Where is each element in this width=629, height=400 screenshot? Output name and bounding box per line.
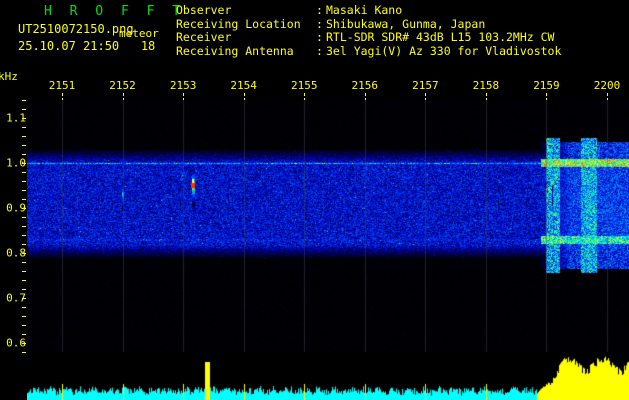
- metadata-row: Observer : Masaki Kano: [176, 3, 561, 18]
- y-tick-mark: [22, 352, 26, 353]
- x-tick-label: 2154: [230, 79, 257, 92]
- x-tick-mark: [243, 98, 245, 101]
- x-tick-mark: [485, 98, 487, 101]
- y-tick-mark: [22, 199, 26, 200]
- y-axis-tick-labels: 1.1 1.0 0.9 0.8 0.7 0.6: [0, 0, 28, 400]
- metadata-row: Receiving Location : Shibukawa, Gunma, J…: [176, 16, 561, 32]
- y-tick-mark: [22, 190, 26, 191]
- event-type-label: meteor: [119, 27, 159, 40]
- x-axis-tick-marks: [0, 93, 629, 103]
- app-title: H R O F F T: [44, 4, 186, 19]
- x-tick-label: 2157: [412, 79, 439, 92]
- y-tick-mark: [22, 100, 26, 101]
- capture-filename: UT2510072150.png: [18, 22, 134, 36]
- metadata-key: Observer: [176, 3, 232, 17]
- x-tick-mark: [62, 93, 63, 96]
- spectrogram-canvas[interactable]: [27, 100, 629, 352]
- x-tick-mark: [425, 98, 427, 101]
- metadata-value: 3el Yagi(V) Az 330 for Vladivostok: [326, 43, 562, 58]
- y-tick-label: 0.9: [6, 201, 26, 215]
- capture-datetime: 25.10.07 21:50 18: [18, 39, 156, 53]
- x-tick-label: 2158: [472, 79, 500, 92]
- y-axis-unit-label: kHz: [0, 70, 18, 83]
- y-tick-mark: [22, 343, 26, 344]
- station-metadata: Observer : Masaki Kano Receiving Locatio…: [176, 3, 562, 59]
- x-tick-mark: [425, 93, 427, 96]
- x-tick-mark: [122, 98, 124, 101]
- x-tick-label: 2153: [169, 79, 197, 92]
- metadata-key: Receiving Location: [176, 16, 301, 31]
- metadata-colon: :: [316, 3, 323, 17]
- y-axis-tick-marks: [22, 0, 30, 400]
- y-tick-mark: [22, 244, 26, 245]
- y-tick-mark: [22, 118, 26, 119]
- amplitude-panel[interactable]: [27, 355, 629, 400]
- metadata-value: Masaki Kano: [326, 3, 403, 17]
- y-tick-mark: [22, 226, 26, 227]
- header-panel: H R O F F T UT2510072150.png meteor 25.1…: [0, 0, 629, 66]
- x-tick-mark: [607, 93, 608, 96]
- x-tick-mark: [546, 93, 548, 96]
- x-tick-mark: [607, 98, 608, 101]
- x-tick-mark: [62, 98, 63, 101]
- metadata-key: Receiver: [176, 30, 232, 44]
- y-tick-mark: [22, 262, 26, 263]
- y-tick-mark: [22, 208, 26, 209]
- x-tick-mark: [304, 93, 306, 96]
- x-tick-mark: [364, 93, 366, 96]
- y-tick-mark: [22, 181, 26, 182]
- y-tick-mark: [22, 217, 26, 218]
- x-tick-label: 2200: [593, 79, 621, 92]
- metadata-row: Receiving Antenna : 3el Yagi(V) Az 330 f…: [176, 43, 562, 59]
- y-tick-mark: [22, 316, 26, 317]
- y-tick-label: 0.8: [6, 246, 26, 260]
- y-tick-label: 1.0: [6, 156, 26, 170]
- y-tick-label: 0.6: [6, 336, 26, 350]
- y-tick-mark: [22, 154, 26, 155]
- y-tick-mark: [22, 235, 26, 236]
- x-tick-mark: [304, 98, 306, 101]
- x-tick-mark: [183, 98, 185, 101]
- y-tick-mark: [22, 145, 26, 146]
- x-tick-label: 2159: [533, 79, 560, 92]
- y-tick-mark: [22, 271, 26, 272]
- y-tick-mark: [22, 334, 26, 335]
- y-tick-label: 0.7: [6, 291, 26, 305]
- y-tick-mark: [22, 172, 26, 173]
- y-tick-label: 1.1: [6, 111, 26, 125]
- y-tick-mark: [22, 325, 26, 326]
- x-tick-label: 2152: [109, 79, 136, 92]
- metadata-colon: :: [316, 30, 323, 44]
- y-tick-mark: [22, 253, 26, 254]
- y-tick-mark: [22, 298, 26, 299]
- metadata-colon: :: [316, 16, 323, 31]
- metadata-value: Shibukawa, Gunma, Japan: [326, 16, 486, 31]
- x-tick-mark: [243, 93, 245, 96]
- y-tick-mark: [22, 280, 26, 281]
- y-tick-mark: [22, 163, 26, 164]
- x-tick-mark: [364, 98, 366, 101]
- metadata-value: RTL-SDR SDR# 43dB L15 103.2MHz CW: [326, 30, 555, 44]
- amplitude-canvas[interactable]: [27, 355, 629, 400]
- y-tick-mark: [22, 109, 26, 110]
- metadata-key: Receiving Antenna: [176, 43, 294, 58]
- spectrogram-panel[interactable]: [27, 100, 629, 352]
- x-tick-mark: [183, 93, 185, 96]
- x-tick-label: 2156: [351, 79, 379, 92]
- metadata-row: Receiver : RTL-SDR SDR# 43dB L15 103.2MH…: [176, 30, 561, 45]
- x-tick-label: 2151: [48, 79, 76, 92]
- x-tick-mark: [485, 93, 487, 96]
- x-tick-label: 2155: [290, 79, 318, 92]
- x-tick-mark: [122, 93, 124, 96]
- y-tick-mark: [22, 289, 26, 290]
- metadata-colon: :: [316, 43, 323, 58]
- x-tick-mark: [546, 98, 548, 101]
- y-tick-mark: [22, 136, 26, 137]
- y-tick-mark: [22, 307, 26, 308]
- y-tick-mark: [22, 127, 26, 128]
- x-axis-tick-labels: 2151 2152 2153 2154 2155 2156 2157 2158 2159 2200: [0, 79, 629, 93]
